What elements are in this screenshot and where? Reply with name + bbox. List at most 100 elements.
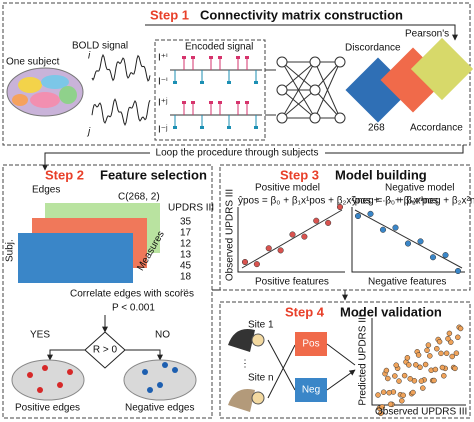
person-icon [251, 333, 265, 347]
point [410, 389, 416, 396]
node [57, 382, 63, 388]
label: Accordance [410, 123, 463, 134]
point [406, 362, 412, 368]
point [439, 364, 446, 371]
equation: ŷneg = β₀ + β₁x¹neg + β₂x²neg + ··· + βₙ… [352, 196, 474, 207]
node [309, 56, 321, 68]
encoded-box [154, 39, 266, 141]
axis [371, 318, 466, 406]
scores: 351712134518... [180, 217, 192, 294]
spike-head [200, 126, 204, 129]
label: Encoded signal [185, 42, 253, 53]
label-bg [150, 146, 325, 159]
step1-box [2, 2, 471, 146]
label: j [86, 127, 91, 138]
pts3 [241, 203, 462, 275]
step4-box [219, 301, 471, 419]
label: P < 0.001 [112, 303, 155, 314]
step-label: Step 2 [45, 167, 84, 182]
spikes [170, 56, 262, 129]
spike-head [209, 101, 213, 104]
brain [123, 359, 197, 401]
label: Site n [248, 373, 274, 384]
scanner-icon [228, 389, 255, 412]
decision [84, 331, 126, 369]
label: I⁺ʲ [158, 98, 168, 109]
arrow [125, 349, 163, 361]
node [172, 367, 178, 373]
node [157, 382, 163, 388]
label: Edges [32, 185, 60, 196]
point [380, 389, 387, 395]
spike-head [218, 56, 222, 59]
spike-head [200, 81, 204, 84]
step-title: Connectivity matrix construction [200, 7, 403, 22]
point [422, 361, 429, 368]
point [417, 364, 423, 371]
spike-head [182, 56, 186, 59]
arrow [267, 339, 296, 399]
label: BOLD signal [72, 41, 128, 52]
spike-head [191, 101, 195, 104]
point [392, 224, 399, 231]
point [379, 404, 385, 410]
bnodes [27, 362, 178, 393]
edge [314, 61, 341, 119]
spike-head [227, 126, 231, 129]
step-title: Model building [335, 167, 427, 182]
bold-wave [91, 53, 151, 82]
label: R > 0 [93, 345, 118, 356]
point [392, 373, 398, 379]
label: I⁺ⁱ [158, 53, 168, 64]
label: ⋮ [240, 359, 250, 370]
point [336, 203, 344, 211]
label: Positive model [255, 183, 320, 194]
score: 35 [180, 217, 192, 228]
node [309, 84, 321, 96]
point [387, 401, 394, 408]
step-label: Step 3 [280, 167, 319, 182]
node [42, 365, 48, 371]
point [429, 254, 437, 261]
label: i [88, 51, 91, 62]
fit-line [241, 209, 343, 269]
axis-label: Observed UPDRS III [225, 189, 236, 281]
spike-head [173, 126, 177, 129]
point [401, 372, 408, 379]
point [265, 245, 272, 252]
label: Negative model [385, 183, 454, 194]
edge [281, 61, 316, 91]
node [147, 387, 153, 393]
step2-box [2, 164, 213, 419]
label: NO [155, 330, 170, 341]
spike-head [236, 56, 240, 59]
spike-head [191, 56, 195, 59]
spike-head [227, 81, 231, 84]
arrow [265, 69, 276, 116]
point [367, 210, 374, 217]
spike-head [182, 101, 186, 104]
node [276, 112, 288, 124]
label: Negative edges [125, 403, 195, 414]
score: 45 [180, 261, 192, 272]
node [334, 56, 346, 68]
point [404, 355, 411, 361]
point [425, 342, 432, 348]
label: C(268, 2) [118, 192, 160, 203]
network [265, 56, 346, 124]
edge [281, 61, 316, 119]
fit-line [354, 209, 463, 269]
score: ... [180, 283, 188, 294]
spike-head [245, 56, 249, 59]
label: I⁻ⁱ [158, 77, 168, 88]
brain [6, 67, 84, 117]
point [457, 325, 464, 332]
point [432, 366, 439, 373]
node [27, 372, 33, 378]
point [393, 362, 399, 368]
spike-head [245, 101, 249, 104]
spike-head [209, 56, 213, 59]
axis-label: Negative features [368, 277, 446, 288]
matrix [18, 233, 133, 283]
point [354, 212, 362, 220]
